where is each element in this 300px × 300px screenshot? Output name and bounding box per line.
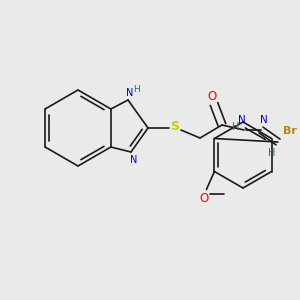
Text: S: S [170,121,179,134]
Text: O: O [207,89,217,103]
Text: N: N [260,115,268,125]
Text: H: H [134,85,140,94]
Text: N: N [130,155,138,165]
Text: O: O [200,192,209,205]
Text: N: N [238,115,246,125]
Text: H: H [268,148,276,158]
Text: Br: Br [283,125,296,136]
Text: N: N [126,88,134,98]
Text: H: H [232,122,240,132]
